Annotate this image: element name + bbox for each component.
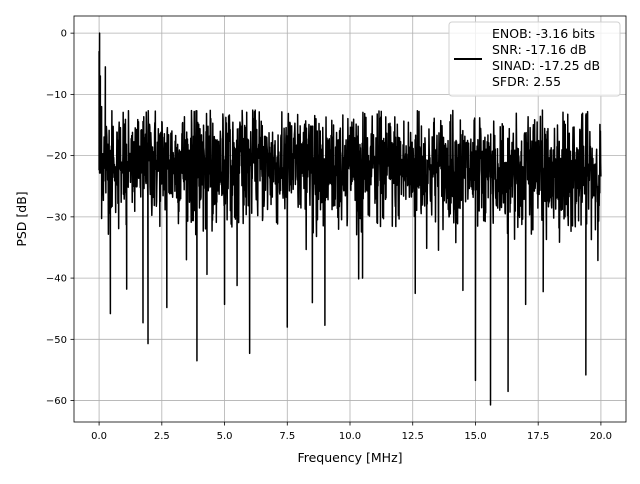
x-axis-label: Frequency [MHz] [297, 450, 402, 465]
y-tick-label: −50 [46, 335, 67, 346]
y-axis-ticks: 0 −10 −20 −30 −40 −50 −60 [46, 29, 74, 407]
legend-sfdr: SFDR: 2.55 [492, 74, 561, 89]
y-axis-label: PSD [dB] [14, 191, 29, 246]
x-tick-label: 15.0 [464, 431, 486, 442]
y-tick-label: −20 [46, 151, 67, 162]
y-tick-label: −30 [46, 212, 67, 223]
x-tick-label: 20.0 [590, 431, 612, 442]
legend-snr: SNR: -17.16 dB [492, 42, 587, 57]
x-tick-label: 12.5 [402, 431, 424, 442]
x-tick-label: 0.0 [91, 431, 107, 442]
legend-box [448, 21, 621, 97]
y-tick-label: −60 [46, 396, 67, 407]
y-tick-label: −10 [46, 90, 67, 101]
x-tick-label: 5.0 [217, 431, 233, 442]
x-axis-ticks: 0.0 2.5 5.0 7.5 10.0 12.5 15.0 17.5 20.0 [91, 422, 612, 442]
legend: ENOB: -3.16 bits SNR: -17.16 dB SINAD: -… [448, 21, 621, 97]
psd-series [98, 32, 602, 406]
legend-enob: ENOB: -3.16 bits [492, 26, 595, 41]
legend-sinad: SINAD: -17.25 dB [492, 58, 600, 73]
x-tick-label: 7.5 [279, 431, 295, 442]
y-tick-label: −40 [46, 274, 67, 285]
x-tick-label: 2.5 [154, 431, 170, 442]
y-tick-label: 0 [61, 29, 67, 40]
psd-line [98, 32, 602, 406]
x-tick-label: 17.5 [527, 431, 549, 442]
x-tick-label: 10.0 [339, 431, 361, 442]
